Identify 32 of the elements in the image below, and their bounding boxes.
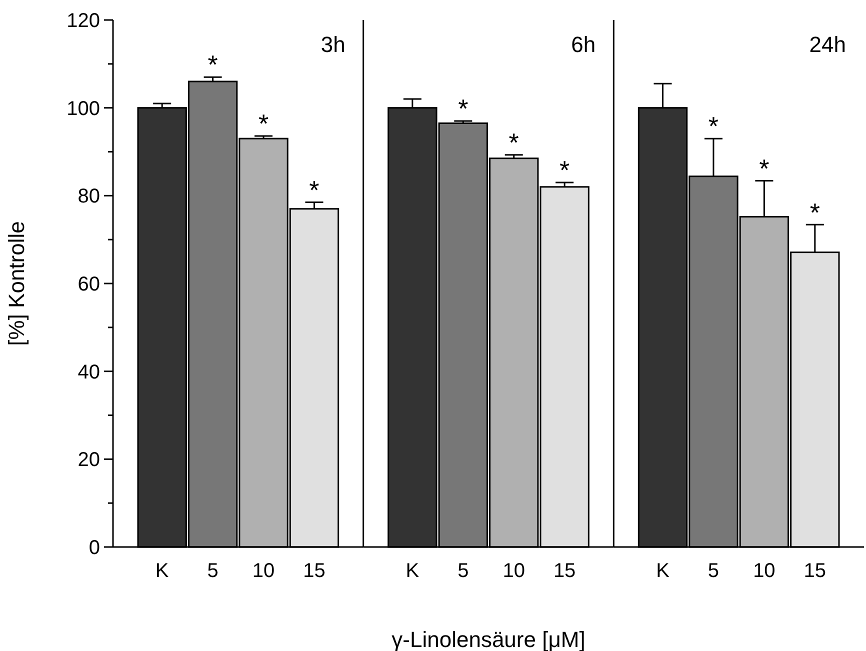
annotation: * — [208, 50, 218, 80]
x-tick-label: 5 — [708, 560, 720, 582]
y-tick-label: 100 — [66, 98, 100, 120]
x-tick-label: 10 — [502, 560, 525, 582]
annotation: * — [258, 108, 269, 139]
x-tick-label: 15 — [804, 560, 826, 582]
annotation: * — [309, 174, 320, 205]
x-tick-label: 15 — [303, 560, 326, 582]
y-tick-label: 80 — [78, 186, 100, 208]
y-tick-label: 60 — [78, 274, 100, 296]
y-tick-label: 0 — [88, 537, 100, 559]
annotation: * — [508, 127, 519, 158]
annotation: 24h — [809, 32, 846, 57]
x-tick-label: 15 — [553, 560, 576, 582]
x-tick-label: K — [406, 560, 420, 582]
x-tick-label: 10 — [753, 560, 776, 582]
y-tick-label: 40 — [78, 361, 100, 384]
x-tick-label: 5 — [207, 560, 218, 582]
annotation: * — [759, 153, 770, 184]
x-tick-label: 5 — [458, 560, 469, 582]
y-tick-label: 20 — [78, 449, 100, 472]
annotation: * — [810, 197, 820, 228]
annotation: * — [708, 111, 719, 142]
x-tick-label: 10 — [252, 560, 275, 582]
annotation: * — [458, 94, 468, 124]
y-tick-label: 120 — [66, 10, 100, 32]
annotation: 3h — [320, 32, 346, 57]
annotation: 6h — [571, 32, 596, 57]
x-tick-label: K — [656, 560, 670, 582]
annotation: * — [560, 155, 570, 186]
x-tick-label: K — [155, 560, 170, 582]
y-axis-title: [%] Kontrolle — [4, 221, 29, 346]
